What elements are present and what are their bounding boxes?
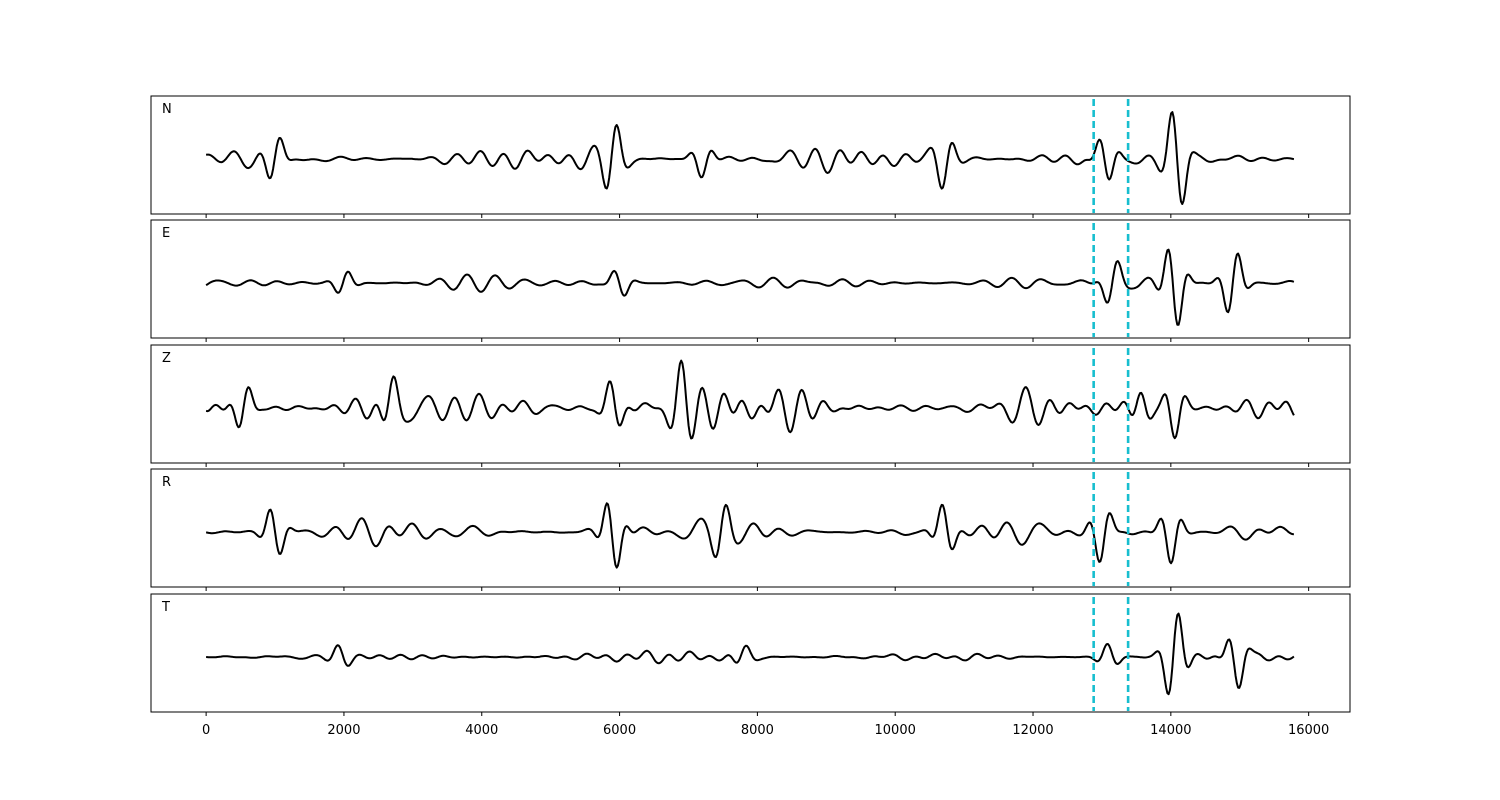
panel-frame	[150, 468, 1351, 588]
x-tick-label: 6000	[603, 723, 636, 738]
trace-n	[205, 111, 1295, 205]
x-tick-label: 8000	[741, 723, 774, 738]
panel-e: E	[150, 219, 1351, 342]
x-tick-label: 10000	[875, 723, 916, 738]
panel-t: T	[150, 593, 1351, 716]
x-tick-label: 16000	[1288, 723, 1329, 738]
panel-frame	[150, 95, 1351, 215]
trace-r	[205, 502, 1294, 569]
x-tick-label: 2000	[327, 723, 360, 738]
panel-frame	[150, 344, 1351, 464]
x-tick-label: 12000	[1012, 723, 1053, 738]
panel-frame	[150, 219, 1351, 339]
x-tick-label: 14000	[1150, 723, 1191, 738]
panel-frame	[150, 593, 1351, 713]
panel-label: R	[162, 475, 171, 490]
panels-group: N E Z R T	[150, 95, 1351, 716]
x-tick-label: 4000	[465, 723, 498, 738]
trace-t	[206, 612, 1295, 696]
panel-r: R	[150, 468, 1351, 591]
panel-z: Z	[150, 344, 1351, 467]
x-tick-label: 0	[202, 723, 210, 738]
trace-z	[205, 359, 1295, 440]
x-axis: 0 2000 4000 6000 8000 10000 12000 14000 16000	[202, 723, 1329, 738]
panel-n: N	[150, 95, 1351, 218]
panel-label: N	[162, 102, 172, 117]
panel-label: E	[162, 226, 170, 241]
panel-label: Z	[162, 351, 171, 366]
panel-label: T	[161, 600, 170, 615]
trace-e	[205, 248, 1295, 326]
